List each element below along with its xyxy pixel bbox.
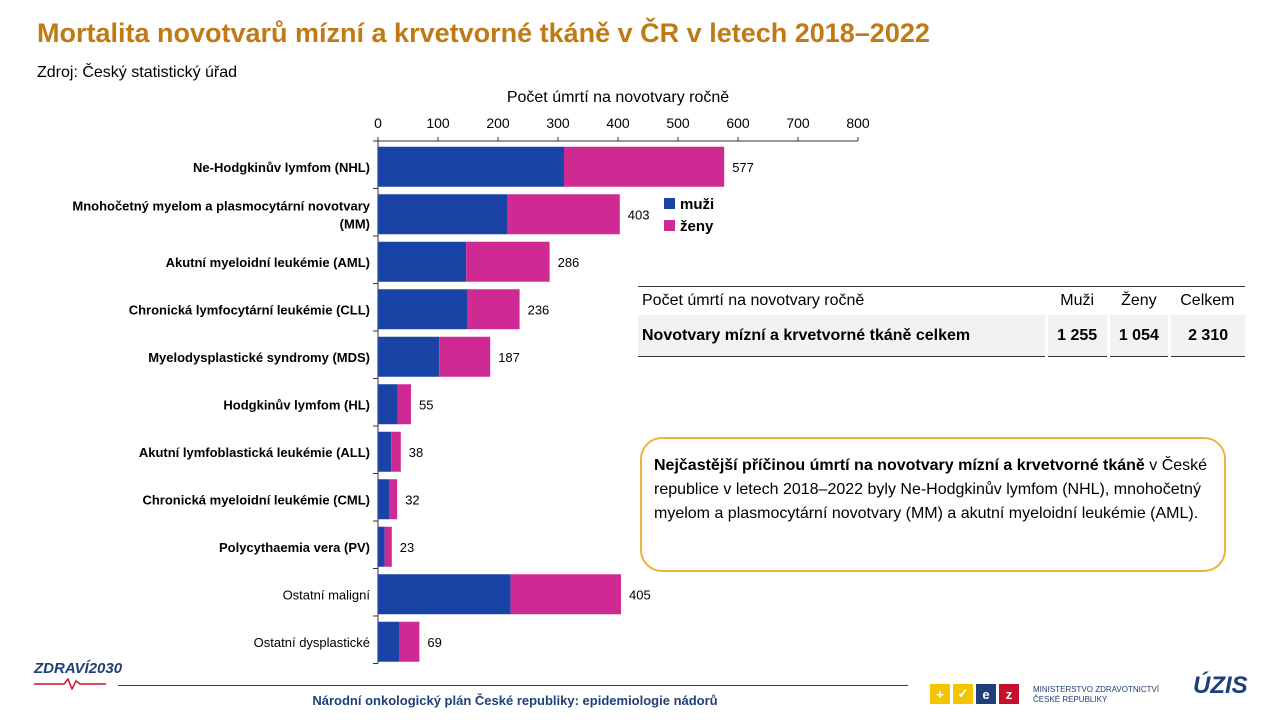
category-label: Polycythaemia vera (PV): [219, 540, 370, 555]
bar-zeny: [397, 384, 411, 425]
table-header-total: Celkem: [1169, 286, 1245, 315]
bar-muzi: [378, 526, 385, 567]
category-label: Myelodysplastické syndromy (MDS): [148, 350, 370, 365]
bar-zeny: [399, 621, 420, 662]
bar-total-label: 69: [427, 635, 441, 650]
note-text: v České republice v letech 2018–2022 byl…: [654, 457, 1208, 522]
bar-zeny: [507, 194, 620, 235]
bar-total-label: 187: [498, 350, 520, 365]
bar-muzi: [378, 384, 398, 425]
summary-table: Počet úmrtí na novotvary ročně Muži Ženy…: [638, 286, 1245, 357]
x-axis-title: Počet úmrtí na novotvary ročně: [507, 89, 729, 106]
bar-muzi: [378, 574, 511, 615]
source-note: Zdroj: Český statistický úřad: [37, 64, 238, 81]
bar-total-label: 236: [528, 302, 550, 317]
legend-swatch: [664, 198, 675, 209]
table-header-men: Muži: [1046, 286, 1108, 315]
bar-muzi: [378, 194, 507, 235]
x-tick-label: 700: [786, 115, 810, 131]
bar-zeny: [391, 431, 401, 472]
bar-muzi: [378, 336, 440, 377]
bar-total-label: 403: [628, 207, 650, 222]
note-bold: Nejčastější příčinou úmrtí na novotvary …: [654, 457, 1145, 474]
legend-label: ženy: [680, 218, 714, 235]
table-row-label: Novotvary mízní a krvetvorné tkáně celke…: [638, 315, 1047, 357]
category-label: Akutní lymfoblastická leukémie (ALL): [139, 445, 370, 460]
x-tick-label: 500: [666, 115, 690, 131]
note-box: Nejčastější příčinou úmrtí na novotvary …: [640, 437, 1226, 572]
bar-total-label: 405: [629, 587, 651, 602]
bar-muzi: [378, 479, 390, 520]
x-tick-label: 0: [374, 115, 382, 131]
bar-total-label: 577: [732, 160, 754, 175]
bar-total-label: 55: [419, 397, 433, 412]
uzis-logo: ÚZIS: [1193, 672, 1248, 699]
bar-zeny: [389, 479, 398, 520]
ministry-name: MINISTERSTVO ZDRAVOTNICTVÍ ČESKÉ REPUBLI…: [1033, 685, 1160, 704]
bar-muzi: [378, 431, 392, 472]
category-label: Ostatní maligní: [283, 587, 371, 602]
ecg-line-icon: [34, 678, 106, 690]
logo-square-icon: e: [976, 684, 996, 704]
x-tick-label: 200: [486, 115, 510, 131]
bar-muzi: [378, 621, 399, 662]
x-tick-label: 600: [726, 115, 750, 131]
table-header-women: Ženy: [1108, 286, 1170, 315]
footer-divider: [118, 685, 908, 686]
x-tick-label: 100: [426, 115, 450, 131]
bar-total-label: 32: [405, 492, 419, 507]
x-tick-label: 400: [606, 115, 630, 131]
bar-muzi: [378, 241, 467, 282]
bar-total-label: 286: [558, 255, 580, 270]
legend-swatch: [664, 220, 675, 231]
table-cell-women: 1 054: [1106, 315, 1170, 357]
category-label: Hodgkinův lymfom (HL): [223, 397, 370, 412]
zdravi-2030-logo: ZDRAVÍ2030: [34, 660, 123, 677]
table-cell-men: 1 255: [1044, 315, 1108, 357]
table-row: Novotvary mízní a krvetvorné tkáně celke…: [638, 315, 1245, 357]
mortality-bar-chart: Počet úmrtí na novotvary ročně 0 100 200 300…: [72, 89, 870, 664]
bar-zeny: [467, 289, 520, 330]
bar-total-label: 38: [409, 445, 423, 460]
bar-zeny: [466, 241, 550, 282]
logo-square-icon: +: [930, 684, 950, 704]
category-label: Ostatní dysplastické: [254, 635, 370, 650]
bar-muzi: [378, 146, 564, 187]
category-label: Chronická myeloidní leukémie (CML): [142, 492, 370, 507]
category-label: Ne-Hodgkinův lymfom (NHL): [193, 160, 370, 175]
logo-square-icon: z: [999, 684, 1019, 704]
legend-label: muži: [680, 196, 714, 213]
bar-muzi: [378, 289, 468, 330]
category-label: Mnohočetný myelom a plasmocytární novotv…: [72, 198, 370, 213]
bar-zeny: [564, 146, 725, 187]
bar-zeny: [510, 574, 621, 615]
ministry-logo-icon: + ✓ e z: [930, 684, 1019, 704]
table-header-label: Počet úmrtí na novotvary ročně: [638, 286, 1047, 315]
bar-zeny: [439, 336, 491, 377]
category-label: Akutní myeloidní leukémie (AML): [166, 255, 370, 270]
category-label: Chronická lymfocytární leukémie (CLL): [129, 302, 370, 317]
x-tick-label: 300: [546, 115, 570, 131]
x-tick-label: 800: [846, 115, 870, 131]
logo-square-icon: ✓: [953, 684, 973, 704]
footer-text: Národní onkologický plán České republiky…: [312, 693, 718, 708]
bar-total-label: 23: [400, 540, 414, 555]
bar-zeny: [384, 526, 392, 567]
table-cell-total: 2 310: [1168, 315, 1245, 357]
page-title: Mortalita novotvarů mízní a krvetvorné t…: [37, 18, 930, 48]
category-label: (MM): [340, 216, 370, 231]
